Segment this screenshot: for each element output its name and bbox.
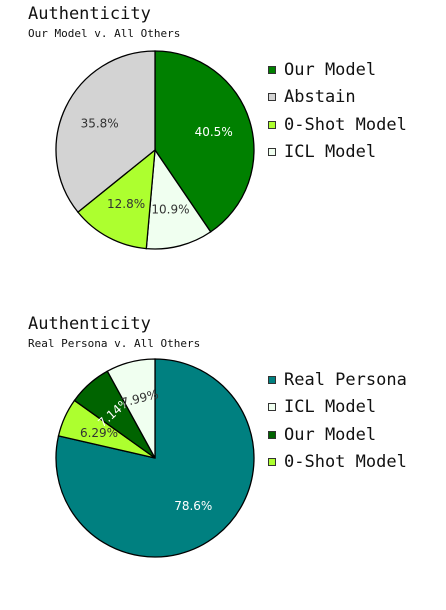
legend-swatch <box>268 431 276 439</box>
legend-label: 0-Shot Model <box>284 115 407 135</box>
legend-label: ICL Model <box>284 142 376 162</box>
pie-chart-real-persona: Authenticity Real Persona v. All Others … <box>0 310 446 610</box>
legend-item: ICL Model <box>268 139 407 167</box>
legend-swatch <box>268 93 276 101</box>
slice-label: 35.8% <box>81 117 119 131</box>
legend-swatch <box>268 66 276 74</box>
legend-label: ICL Model <box>284 397 376 417</box>
legend-item: Abstain <box>268 84 407 112</box>
pie-chart-our-model: Authenticity Our Model v. All Others 40.… <box>0 0 446 300</box>
slice-label: 78.6% <box>174 499 212 513</box>
legend: Real Persona ICL Model Our Model 0-Shot Mod… <box>268 366 407 476</box>
legend-label: 0-Shot Model <box>284 452 407 472</box>
legend-swatch <box>268 458 276 466</box>
legend-label: Abstain <box>284 87 356 107</box>
slice-label: 10.9% <box>151 202 189 216</box>
slice-label: 12.8% <box>107 197 145 211</box>
legend-item: Our Model <box>268 56 407 84</box>
legend-swatch <box>268 403 276 411</box>
legend-swatch <box>268 121 276 129</box>
slice-label: 40.5% <box>195 125 233 139</box>
legend-item: Real Persona <box>268 366 407 394</box>
legend-item: 0-Shot Model <box>268 449 407 477</box>
legend-swatch <box>268 376 276 384</box>
legend-item: ICL Model <box>268 394 407 422</box>
legend-label: Real Persona <box>284 370 407 390</box>
legend: Our Model Abstain 0-Shot Model ICL Model <box>268 56 407 166</box>
legend-item: 0-Shot Model <box>268 111 407 139</box>
legend-swatch <box>268 148 276 156</box>
legend-label: Our Model <box>284 60 376 80</box>
legend-item: Our Model <box>268 421 407 449</box>
legend-label: Our Model <box>284 425 376 445</box>
